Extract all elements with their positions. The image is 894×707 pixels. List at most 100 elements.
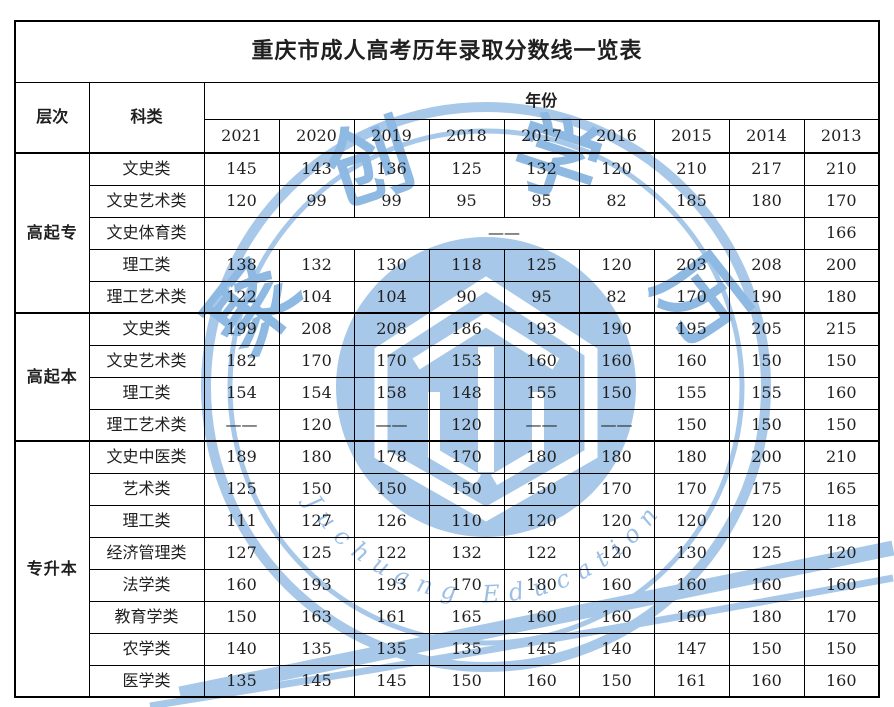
score-cell: 127	[203, 536, 280, 570]
score-cell: 125	[728, 536, 805, 570]
score-cell: 180	[578, 440, 655, 474]
score-cell: 135	[203, 664, 280, 698]
category-cell: 农学类	[88, 632, 205, 666]
score-cell: 120	[503, 504, 580, 538]
score-cell: 208	[353, 312, 430, 346]
score-cell: 208	[278, 312, 355, 346]
page-title: 重庆市成人高考历年录取分数线一览表	[14, 20, 880, 83]
score-cell: 122	[503, 536, 580, 570]
table-row: 农学类 140 135 135 135 145 140 147 150 150	[15, 632, 880, 666]
score-cell: 180	[503, 440, 580, 474]
score-cell: 160	[803, 568, 880, 602]
score-cell: 150	[428, 664, 505, 698]
score-cell: 160	[728, 664, 805, 698]
score-cell: 155	[728, 376, 805, 410]
score-cell: 95	[503, 184, 580, 218]
score-cell: ——	[503, 408, 580, 442]
score-cell: 90	[428, 280, 505, 314]
table-row: 理工类 138 132 130 118 125 120 203 208 200	[15, 248, 880, 282]
score-cell: 95	[428, 184, 505, 218]
score-cell: 193	[278, 568, 355, 602]
year-header: 2019	[353, 119, 430, 154]
table-row: 医学类 135 145 145 150 160 150 161 160 160	[15, 664, 880, 698]
score-cell: 189	[203, 440, 280, 474]
score-cell: 160	[653, 600, 730, 634]
score-cell: 163	[278, 600, 355, 634]
score-cell: 120	[728, 504, 805, 538]
score-cell: 145	[353, 664, 430, 698]
score-cell: 180	[728, 184, 805, 218]
score-cell: 166	[803, 216, 880, 250]
category-column-header: 科类	[88, 82, 205, 154]
score-cell: 136	[353, 152, 430, 186]
score-cell: 82	[578, 184, 655, 218]
score-cell: 150	[653, 408, 730, 442]
score-cell: 125	[203, 472, 280, 506]
score-cell: 135	[278, 632, 355, 666]
level-cell: 专升本	[14, 440, 90, 698]
score-cell: 160	[653, 568, 730, 602]
header-row-top: 层次 科类 年份	[14, 82, 880, 154]
level-cell: 高起本	[14, 312, 90, 442]
score-cell: 150	[578, 664, 655, 698]
score-cell: 170	[428, 568, 505, 602]
table-row: 理工艺术类 122 104 104 90 95 82 170 190 180	[15, 280, 880, 314]
year-header: 2013	[803, 119, 880, 154]
table-row: 艺术类 125 150 150 150 150 170 170 175 165	[15, 472, 880, 506]
year-header: 2016	[578, 119, 655, 154]
score-cell: 150	[728, 344, 805, 378]
score-cell: 143	[278, 152, 355, 186]
score-cell: 99	[353, 184, 430, 218]
score-cell: 127	[278, 504, 355, 538]
score-cell: 203	[653, 248, 730, 282]
table-row: 高起专 文史类 145 143 136 125 132 120 210 217 210	[14, 152, 880, 314]
score-cell: 120	[653, 504, 730, 538]
score-cell: 178	[353, 440, 430, 474]
level-column-header: 层次	[14, 82, 90, 154]
score-cell: ——	[203, 216, 805, 250]
score-cell: 205	[728, 312, 805, 346]
score-cell: 150	[203, 600, 280, 634]
category-cell: 文史艺术类	[88, 344, 205, 378]
score-cell: 199	[203, 312, 280, 346]
year-header: 2020	[278, 119, 355, 154]
table-row: 专升本 文史中医类 189 180 178 170 180 180 180 200 210	[14, 440, 880, 698]
score-cell: 158	[353, 376, 430, 410]
score-cell: 180	[278, 440, 355, 474]
score-cell: 120	[428, 408, 505, 442]
title-row: 重庆市成人高考历年录取分数线一览表	[14, 20, 880, 83]
score-cell: 170	[278, 344, 355, 378]
score-cell: 110	[428, 504, 505, 538]
score-cell: 130	[353, 248, 430, 282]
score-cell: 147	[653, 632, 730, 666]
score-cell: 104	[278, 280, 355, 314]
score-cell: 150	[503, 472, 580, 506]
score-cell: 154	[278, 376, 355, 410]
score-cell: 118	[803, 504, 880, 538]
category-cell: 文史中医类	[88, 440, 205, 474]
score-cell: 180	[503, 568, 580, 602]
score-cell: 160	[578, 568, 655, 602]
score-cell: 155	[503, 376, 580, 410]
table-row: 理工类 111 127 126 110 120 120 120 120 118	[15, 504, 880, 538]
score-cell: 195	[653, 312, 730, 346]
score-cell: 190	[728, 280, 805, 314]
score-cell: 170	[803, 600, 880, 634]
score-cell: 160	[578, 344, 655, 378]
score-cell: 160	[503, 344, 580, 378]
score-cell: 150	[278, 472, 355, 506]
score-cell: 140	[578, 632, 655, 666]
score-cell: ——	[353, 408, 430, 442]
score-cell: 180	[803, 280, 880, 314]
score-cell: 160	[203, 568, 280, 602]
score-cell: 150	[803, 344, 880, 378]
score-cell: 161	[353, 600, 430, 634]
score-cell: 120	[578, 248, 655, 282]
score-cell: 150	[803, 408, 880, 442]
score-cell: 200	[728, 440, 805, 474]
score-cell: 145	[278, 664, 355, 698]
score-cell: 170	[578, 472, 655, 506]
category-cell: 理工类	[88, 504, 205, 538]
category-cell: 理工艺术类	[88, 408, 205, 442]
score-cell: 186	[428, 312, 505, 346]
